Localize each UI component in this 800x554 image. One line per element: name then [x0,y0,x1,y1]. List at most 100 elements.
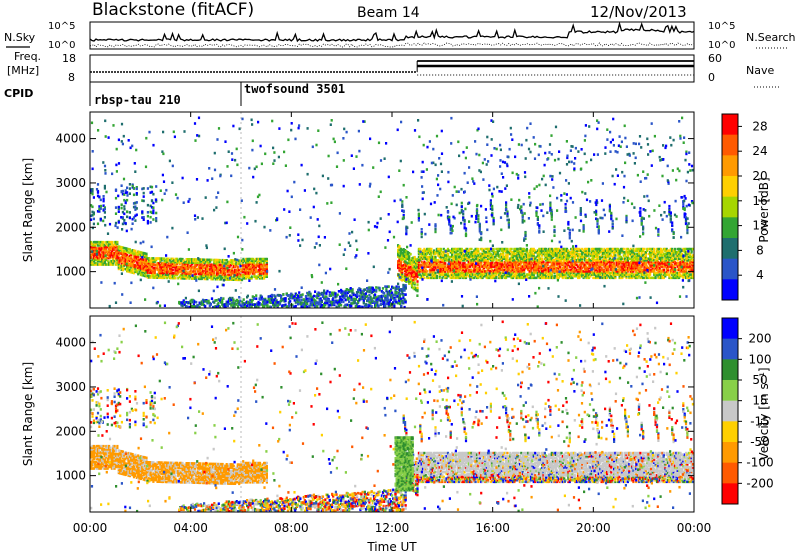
scatter-cell [459,260,462,264]
scatter-cell [159,268,162,272]
scatter-cell [568,251,571,254]
scatter-cell [528,249,531,252]
scatter-cell [260,273,263,277]
scatter-cell [608,254,611,257]
scatter-cell [174,267,177,270]
scatter-cell [689,259,692,262]
scatter-cell [232,298,235,302]
scatter-cell [256,264,259,267]
scatter-cell [460,274,463,278]
scatter-cell [578,270,581,273]
scatter-cell [233,305,236,309]
scatter-cell [628,257,631,260]
scatter-cell [234,270,237,273]
scatter-cell [415,272,418,276]
scatter-cell [141,270,144,274]
scatter-cell [614,249,617,252]
scatter-cell [463,223,466,226]
scatter-cell [644,268,647,272]
scatter-cell [192,259,195,263]
scatter-cell [611,268,614,272]
scatter-cell [487,266,490,270]
scatter-cell [575,254,578,257]
scatter-cell [535,260,538,264]
scatter-cell [606,271,609,275]
scatter-cell [188,264,191,267]
scatter-cell [557,265,560,268]
scatter-cell [177,268,180,272]
scatter-cell [433,252,436,256]
scatter-cell [628,266,631,270]
scatter-cell [673,271,677,275]
scatter-cell [505,247,508,251]
scatter-cell [162,262,165,265]
scatter-cell [137,272,140,276]
scatter-cell [660,273,663,276]
scatter-cell [170,273,173,277]
scatter-cell [124,201,127,205]
scatter-cell [474,265,477,268]
scatter-cell [517,247,520,251]
scatter-cell [553,234,556,237]
scatter-cell [94,263,97,266]
freq-tick-top-left: 18 [62,52,76,65]
scatter-cell [441,273,444,276]
scatter-cell [457,252,461,256]
scatter-cell [217,258,220,262]
scatter-cell [495,247,498,251]
scatter-cell [531,262,534,265]
scatter-cell [643,268,646,272]
scatter-cell [434,262,437,265]
scatter-cell [404,253,407,257]
scatter-cell [210,258,213,262]
scatter-cell [399,274,402,278]
scatter-cell [529,252,533,256]
scatter-cell [92,240,95,244]
scatter-cell [509,252,512,256]
scatter-cell [622,266,625,270]
scatter-cell [210,274,213,278]
scatter-cell [170,267,173,270]
scatter-cell [531,254,534,257]
scatter-cell [406,263,409,267]
scatter-cell [582,249,585,252]
scatter-cell [439,266,443,270]
scatter-cell [171,275,174,278]
scatter-cell [529,265,533,268]
scatter-cell [431,270,434,273]
scatter-cell [228,268,231,272]
scatter-cell [198,264,201,268]
scatter-cell [112,244,115,247]
scatter-cell [640,268,643,272]
scatter-cell [424,271,427,275]
scatter-cell [610,263,613,267]
scatter-cell [622,273,625,276]
scatter-cell [668,210,671,214]
scatter-cell [531,273,534,276]
scatter-cell [181,273,184,277]
scatter-cell [415,260,418,263]
scatter-cell [632,274,635,278]
scatter-cell [653,255,656,259]
scatter-cell [608,252,611,256]
scatter-cell [462,274,465,278]
scatter-cell [480,236,483,240]
scatter-cell [410,274,414,278]
scatter-cell [593,255,596,259]
scatter-cell [589,254,592,257]
scatter-cell [613,251,616,254]
scatter-cell [570,247,573,251]
scatter-cell [542,273,545,276]
scatter-cell [511,254,515,257]
scatter-cell [505,203,508,207]
scatter-cell [397,252,400,255]
scatter-cell [114,221,118,225]
scatter-cell [549,271,552,275]
scatter-cell [529,268,533,272]
scatter-cell [258,275,262,278]
scatter-cell [498,270,501,273]
scatter-cell [575,259,578,262]
scatter-cell [245,262,248,266]
scatter-cell [487,273,490,276]
scatter-cell [568,252,571,256]
